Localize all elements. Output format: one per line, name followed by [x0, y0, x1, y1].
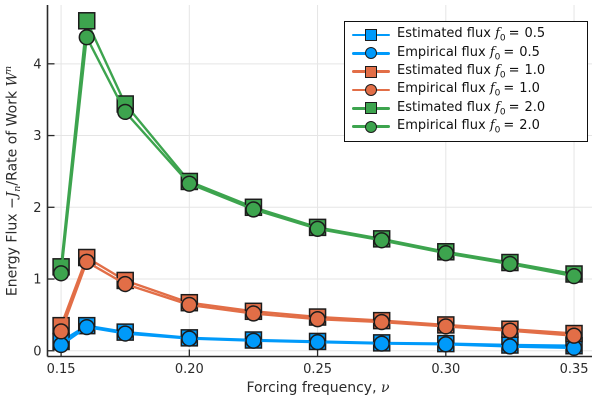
data-point-circle — [52, 265, 70, 282]
ylabel-symbol-J: J — [4, 191, 21, 198]
data-point-circle — [117, 275, 134, 293]
xlabel-text: Forcing frequency, — [246, 380, 381, 396]
data-point-circle — [245, 332, 262, 349]
legend-label: Empirical flux f0 = 1.0 — [397, 81, 540, 99]
y-tick-label: 1 — [33, 273, 41, 288]
ylabel-symbol-W: W — [4, 72, 21, 87]
data-point-circle — [437, 336, 454, 353]
x-tick-label: 0.25 — [303, 362, 332, 377]
legend-swatch — [352, 101, 390, 115]
legend-entry: Empirical flux f0 = 2.0 — [352, 117, 581, 135]
data-point-circle — [117, 325, 134, 342]
legend-circle-marker-icon — [365, 84, 377, 97]
xlabel-symbol-nu: ν — [380, 380, 390, 396]
data-point-circle — [78, 29, 95, 46]
data-point-square — [77, 12, 96, 30]
y-axis-label: Energy Flux −Jn/Rate of Work Wn — [3, 66, 23, 296]
data-point-circle — [52, 336, 70, 354]
legend-swatch — [352, 120, 390, 134]
data-point-circle — [373, 313, 390, 331]
legend: Estimated flux f0 = 0.5 Empirical flux f0 = 0… — [344, 21, 588, 142]
legend-square-marker-icon — [365, 29, 377, 42]
data-point-circle — [245, 305, 262, 322]
data-point-circle — [78, 318, 95, 336]
legend-circle-marker-icon — [365, 47, 377, 60]
legend-label: Estimated flux f0 = 0.5 — [397, 26, 546, 44]
y-tick-label: 2 — [33, 201, 41, 216]
data-point-circle — [181, 296, 198, 314]
data-point-circle — [245, 201, 262, 218]
legend-swatch — [352, 83, 390, 97]
series-line-square-f0-1.0 — [59, 256, 575, 335]
x-tick-label: 0.35 — [560, 362, 589, 377]
legend-label: Estimated flux f0 = 2.0 — [397, 99, 546, 118]
ylabel-text: Energy Flux − — [4, 197, 21, 297]
legend-entry: Estimated flux f0 = 2.0 — [352, 99, 581, 117]
x-tick-label: 0.30 — [431, 362, 460, 377]
series-line-square-f0-2.0 — [59, 19, 575, 276]
legend-entry: Empirical flux f0 = 1.0 — [352, 81, 581, 99]
data-point-circle — [309, 220, 326, 237]
ylabel-text-mid: /Rate of Work — [4, 86, 21, 186]
legend-label: Empirical flux f0 = 2.0 — [397, 117, 540, 136]
data-point-circle — [181, 175, 198, 192]
data-point-circle — [52, 323, 70, 340]
legend-square-marker-icon — [365, 65, 377, 78]
data-point-circle — [309, 311, 326, 328]
series-line-circle-f0-2.0 — [59, 36, 575, 278]
data-point-circle — [501, 338, 519, 355]
series-line-circle-f0-0.5 — [60, 325, 575, 350]
data-point-circle — [309, 334, 326, 351]
legend-entry: Estimated flux f0 = 0.5 — [352, 26, 581, 44]
legend-entry: Empirical flux f0 = 0.5 — [352, 44, 581, 62]
x-tick-label: 0.20 — [175, 362, 204, 377]
legend-circle-marker-icon — [365, 120, 377, 133]
data-point-circle — [501, 322, 519, 339]
ylabel-superscript-n: n — [2, 65, 14, 73]
legend-swatch — [352, 46, 390, 60]
data-point-circle — [565, 268, 583, 285]
data-point-circle — [565, 327, 583, 344]
series-line-circle-f0-1.0 — [59, 260, 575, 337]
legend-label: Estimated flux f0 = 1.0 — [397, 62, 546, 81]
legend-label: Empirical flux f0 = 0.5 — [397, 44, 540, 63]
legend-swatch — [352, 28, 390, 42]
y-tick-label: 3 — [33, 129, 41, 144]
legend-entry: Estimated flux f0 = 1.0 — [352, 63, 581, 81]
x-tick-label: 0.15 — [47, 362, 76, 377]
data-point-circle — [437, 245, 454, 262]
data-point-circle — [373, 335, 390, 352]
data-point-circle — [373, 232, 390, 249]
data-point-circle — [501, 255, 519, 273]
data-point-circle — [78, 253, 95, 270]
x-axis-label: Forcing frequency, ν — [247, 380, 390, 396]
ylabel-subscript-n: n — [12, 185, 24, 192]
legend-swatch — [352, 65, 390, 79]
data-point-circle — [117, 103, 134, 121]
legend-square-marker-icon — [365, 102, 377, 115]
data-point-circle — [437, 318, 454, 335]
y-tick-label: 0 — [33, 344, 41, 359]
y-tick-label: 4 — [33, 57, 41, 72]
data-point-circle — [181, 330, 198, 347]
